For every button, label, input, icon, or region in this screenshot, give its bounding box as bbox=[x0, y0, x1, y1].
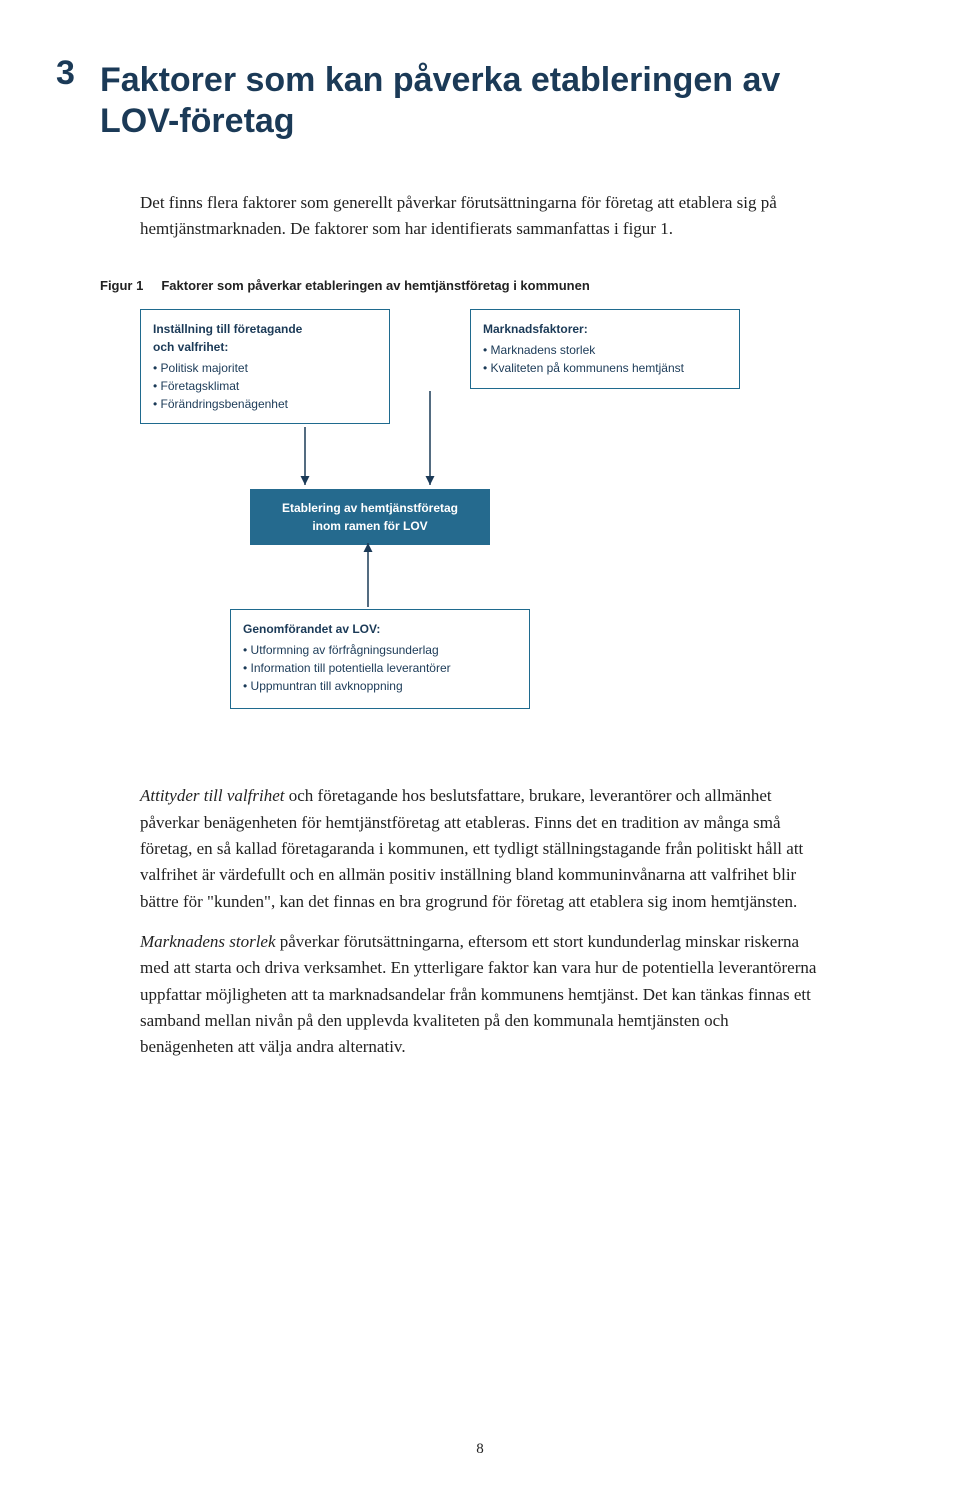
box-bottom-item: Uppmuntran till avknoppning bbox=[243, 677, 517, 695]
body-paragraph-2: Marknadens storlek påverkar förutsättnin… bbox=[140, 929, 820, 1061]
box-left-title-2: och valfrihet: bbox=[153, 340, 228, 354]
box-left-title-1: Inställning till företagande bbox=[153, 322, 302, 336]
chapter-number: 3 bbox=[56, 54, 75, 93]
box-right-title: Marknadsfaktorer: bbox=[483, 320, 727, 338]
para1-lead: Attityder till valfrihet bbox=[140, 786, 284, 805]
diagram-box-center: Etablering av hemtjänstföretag inom rame… bbox=[250, 489, 490, 545]
figure-caption: Faktorer som påverkar etableringen av he… bbox=[161, 278, 589, 293]
box-right-item: Kvaliteten på kommunens hemtjänst bbox=[483, 359, 727, 377]
figure-diagram: Inställning till företagande och valfrih… bbox=[100, 309, 780, 749]
box-left-item: Politisk majoritet bbox=[153, 359, 377, 377]
figure-caption-row: Figur 1 Faktorer som påverkar etablering… bbox=[100, 278, 820, 293]
box-center-line2: inom ramen för LOV bbox=[312, 519, 427, 533]
box-bottom-title: Genomförandet av LOV: bbox=[243, 620, 517, 638]
box-left-item: Förändringsbenägenhet bbox=[153, 395, 377, 413]
figure-label: Figur 1 bbox=[100, 278, 143, 293]
box-bottom-item: Information till potentiella leverantöre… bbox=[243, 659, 517, 677]
box-right-item: Marknadens storlek bbox=[483, 341, 727, 359]
para2-lead: Marknadens storlek bbox=[140, 932, 276, 951]
diagram-box-right: Marknadsfaktorer: Marknadens storlek Kva… bbox=[470, 309, 740, 389]
diagram-box-bottom: Genomförandet av LOV: Utformning av förf… bbox=[230, 609, 530, 709]
box-bottom-item: Utformning av förfrågningsunderlag bbox=[243, 641, 517, 659]
page-title: Faktorer som kan påverka etableringen av… bbox=[100, 60, 820, 142]
page-number: 8 bbox=[0, 1441, 960, 1458]
body-paragraph-1: Attityder till valfrihet och företagande… bbox=[140, 783, 820, 915]
intro-paragraph: Det finns flera faktorer som generellt p… bbox=[140, 190, 820, 243]
diagram-box-left: Inställning till företagande och valfrih… bbox=[140, 309, 390, 424]
box-left-item: Företagsklimat bbox=[153, 377, 377, 395]
box-center-line1: Etablering av hemtjänstföretag bbox=[282, 501, 458, 515]
